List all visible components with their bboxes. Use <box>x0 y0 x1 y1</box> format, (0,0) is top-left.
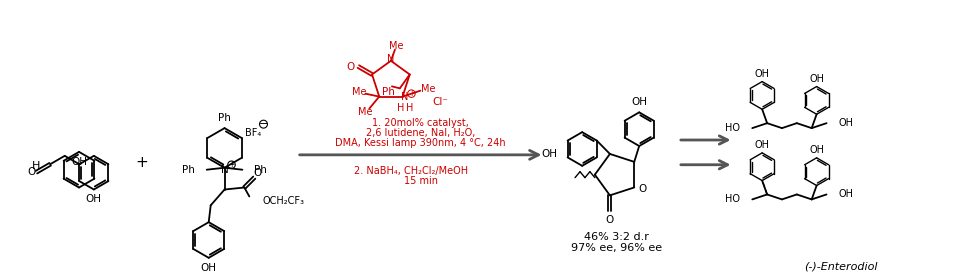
Text: Ph: Ph <box>182 165 195 175</box>
Text: OH: OH <box>755 69 770 79</box>
Text: 1. 20mol% catalyst,: 1. 20mol% catalyst, <box>372 118 469 128</box>
Text: Ph: Ph <box>254 165 267 175</box>
Text: OH: OH <box>838 190 853 199</box>
Text: H: H <box>32 161 40 171</box>
Text: O: O <box>253 168 261 178</box>
Text: DMA, Kessi lamp 390nm, 4 °C, 24h: DMA, Kessi lamp 390nm, 4 °C, 24h <box>335 138 506 148</box>
Text: Me: Me <box>352 87 367 97</box>
Text: H: H <box>406 104 413 113</box>
Text: OH: OH <box>541 150 558 159</box>
Text: −: − <box>259 119 268 129</box>
Text: OH: OH <box>809 145 824 155</box>
Text: Me: Me <box>421 84 436 94</box>
Text: +: + <box>408 89 415 98</box>
Text: OH: OH <box>201 263 217 273</box>
Text: OH: OH <box>809 74 824 84</box>
Text: O: O <box>347 62 354 72</box>
Text: Cl⁻: Cl⁻ <box>432 97 448 107</box>
Text: +: + <box>228 160 234 169</box>
Text: N: N <box>401 92 408 102</box>
Text: O: O <box>606 215 614 225</box>
Text: OH: OH <box>755 140 770 150</box>
Text: Me: Me <box>389 41 403 51</box>
Text: O: O <box>27 167 36 177</box>
Text: O: O <box>638 185 646 194</box>
Text: 2,6 lutidene, NaI, H₂O,: 2,6 lutidene, NaI, H₂O, <box>366 128 475 138</box>
Text: 97% ee, 96% ee: 97% ee, 96% ee <box>571 243 662 253</box>
Text: Ph: Ph <box>218 113 231 123</box>
Text: 2. NaBH₄, CH₂Cl₂/MeOH: 2. NaBH₄, CH₂Cl₂/MeOH <box>353 166 468 176</box>
Text: OH: OH <box>632 97 647 108</box>
Text: 46% 3:2 d.r: 46% 3:2 d.r <box>585 232 649 242</box>
Text: +: + <box>135 155 148 170</box>
Text: (-)-Enterodiol: (-)-Enterodiol <box>804 262 878 272</box>
Text: Ph: Ph <box>381 87 395 97</box>
Text: OCH₂CF₃: OCH₂CF₃ <box>262 196 304 206</box>
Text: 15 min: 15 min <box>403 176 438 186</box>
Text: N: N <box>387 54 395 64</box>
Text: Me: Me <box>358 108 372 117</box>
Text: OH: OH <box>71 157 87 167</box>
Text: BF₄: BF₄ <box>246 128 262 138</box>
Text: HO: HO <box>726 194 740 204</box>
Text: N: N <box>221 165 228 175</box>
Text: HO: HO <box>726 123 740 133</box>
Text: OH: OH <box>838 118 853 128</box>
Text: OH: OH <box>85 194 102 204</box>
Text: H: H <box>396 104 404 113</box>
